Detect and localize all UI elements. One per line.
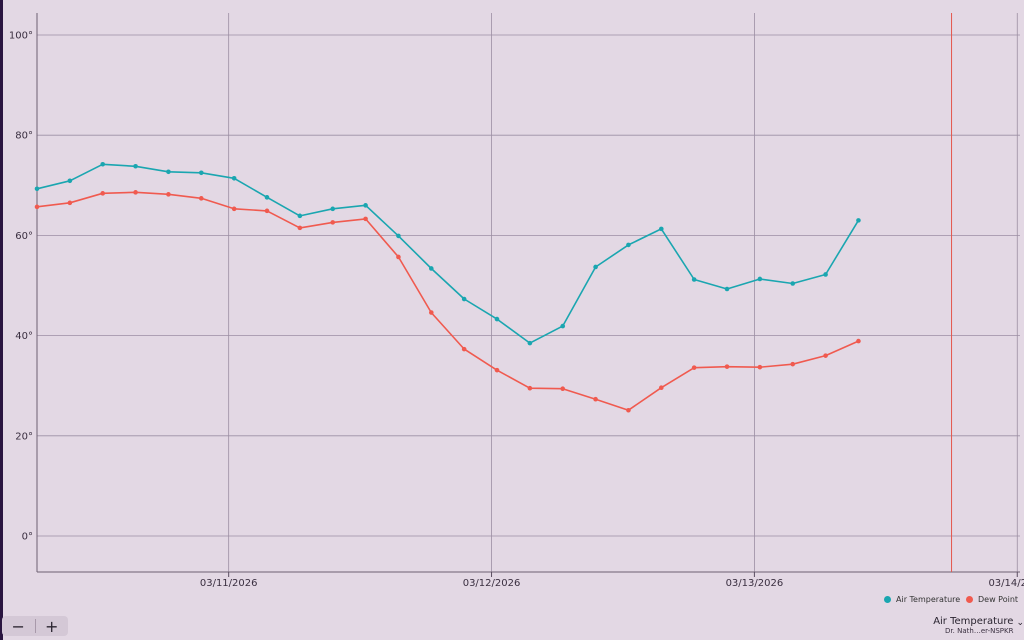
data-point-dew-point xyxy=(757,364,763,370)
series-selector-title: Air Temperature xyxy=(933,616,1014,627)
data-point-air-temperature xyxy=(67,178,73,184)
data-point-air-temperature xyxy=(527,340,533,346)
data-point-dew-point xyxy=(166,192,171,197)
legend-marker-air-temperature xyxy=(884,596,891,603)
legend-item-dew-point[interactable]: Dew Point xyxy=(966,595,1018,604)
data-point-air-temperature xyxy=(231,175,237,181)
series-air-temperature xyxy=(34,161,861,346)
data-point-dew-point xyxy=(231,206,237,212)
data-point-dew-point xyxy=(100,191,106,196)
series-line-dew-point xyxy=(36,191,859,412)
data-point-dew-point xyxy=(297,225,303,231)
data-point-air-temperature xyxy=(691,277,697,282)
data-point-dew-point xyxy=(198,196,204,201)
axes xyxy=(36,13,1020,573)
data-point-dew-point xyxy=(363,216,368,222)
data-point-dew-point xyxy=(659,385,664,391)
data-point-dew-point xyxy=(823,353,828,358)
data-point-air-temperature xyxy=(198,170,204,176)
x-tick-label: 03/13/2026 xyxy=(726,578,784,589)
data-point-dew-point xyxy=(396,254,401,260)
y-tick-label: 60° xyxy=(15,231,33,242)
data-point-dew-point xyxy=(264,208,270,214)
data-point-air-temperature xyxy=(264,195,270,200)
data-point-air-temperature xyxy=(461,296,467,302)
x-tick-label: 03/12/2026 xyxy=(463,578,521,589)
data-point-dew-point xyxy=(494,367,500,373)
data-point-air-temperature xyxy=(396,233,401,239)
zoom-in-button[interactable]: + xyxy=(45,616,59,636)
data-point-dew-point xyxy=(790,361,796,367)
legend-item-air-temperature[interactable]: Air Temperature xyxy=(884,595,960,604)
data-point-air-temperature xyxy=(724,286,730,292)
data-point-dew-point xyxy=(34,204,40,210)
data-point-air-temperature xyxy=(166,169,171,175)
data-point-air-temperature xyxy=(560,323,566,329)
data-point-dew-point xyxy=(593,396,598,402)
legend-label-air-temperature: Air Temperature xyxy=(896,595,961,604)
data-point-air-temperature xyxy=(659,226,664,232)
y-tick-label: 100° xyxy=(9,31,33,42)
vertical-gridlines xyxy=(228,13,1018,572)
data-point-air-temperature xyxy=(790,281,796,286)
window-edge xyxy=(0,0,3,640)
data-point-dew-point xyxy=(856,338,861,344)
data-point-dew-point xyxy=(560,386,566,392)
horizontal-gridlines xyxy=(37,34,1020,537)
data-point-air-temperature xyxy=(626,242,631,248)
data-point-dew-point xyxy=(691,365,697,370)
data-point-air-temperature xyxy=(330,206,336,212)
data-point-air-temperature xyxy=(494,316,500,322)
series-dew-point xyxy=(34,190,861,413)
data-point-dew-point xyxy=(428,310,434,315)
data-point-air-temperature xyxy=(757,276,763,282)
legend-marker-dew-point xyxy=(966,596,973,603)
data-point-air-temperature xyxy=(297,213,303,219)
data-point-dew-point xyxy=(133,190,138,195)
x-tick-label: 03/14/2026 xyxy=(988,578,1024,589)
zoom-out-button[interactable]: − xyxy=(11,616,25,636)
zoom-controls: − + xyxy=(2,616,68,636)
data-point-dew-point xyxy=(330,220,336,225)
data-point-air-temperature xyxy=(34,186,40,192)
y-tick-label: 40° xyxy=(15,331,33,342)
data-point-air-temperature xyxy=(593,264,598,270)
data-point-air-temperature xyxy=(428,266,434,271)
y-tick-label: 80° xyxy=(15,131,33,142)
data-point-air-temperature xyxy=(133,163,138,169)
data-point-air-temperature xyxy=(363,203,368,208)
data-point-dew-point xyxy=(724,364,730,369)
y-axis-ticks: 0° 20° 40° 60° 80° 100° xyxy=(9,31,33,543)
data-point-dew-point xyxy=(527,385,533,391)
y-tick-label: 0° xyxy=(22,532,33,543)
data-point-air-temperature xyxy=(823,272,828,277)
data-point-dew-point xyxy=(461,346,467,352)
data-point-air-temperature xyxy=(856,218,861,223)
x-tick-label: 03/11/2026 xyxy=(200,578,258,589)
series-selector[interactable]: Air Temperature Dr. Nath…er-NSPKR ⌄ xyxy=(933,617,1024,635)
y-tick-label: 20° xyxy=(15,431,33,442)
legend-label-dew-point: Dew Point xyxy=(978,595,1019,604)
series-selector-subtitle: Dr. Nath…er-NSPKR xyxy=(945,627,1014,635)
chevron-down-icon[interactable]: ⌄ xyxy=(1016,618,1024,628)
data-point-dew-point xyxy=(626,407,631,413)
data-point-dew-point xyxy=(67,200,73,206)
line-chart[interactable]: 0°20°40°60°80°100° 03/11/2026 03/12/2026 0… xyxy=(0,0,1024,590)
data-point-air-temperature xyxy=(100,161,106,167)
series-line-air-temperature xyxy=(36,163,860,344)
x-axis-ticks: 03/11/2026 03/12/2026 03/13/2026 03/14/2026 xyxy=(200,572,1024,589)
series-layer xyxy=(34,161,861,413)
zoom-divider xyxy=(34,619,36,633)
